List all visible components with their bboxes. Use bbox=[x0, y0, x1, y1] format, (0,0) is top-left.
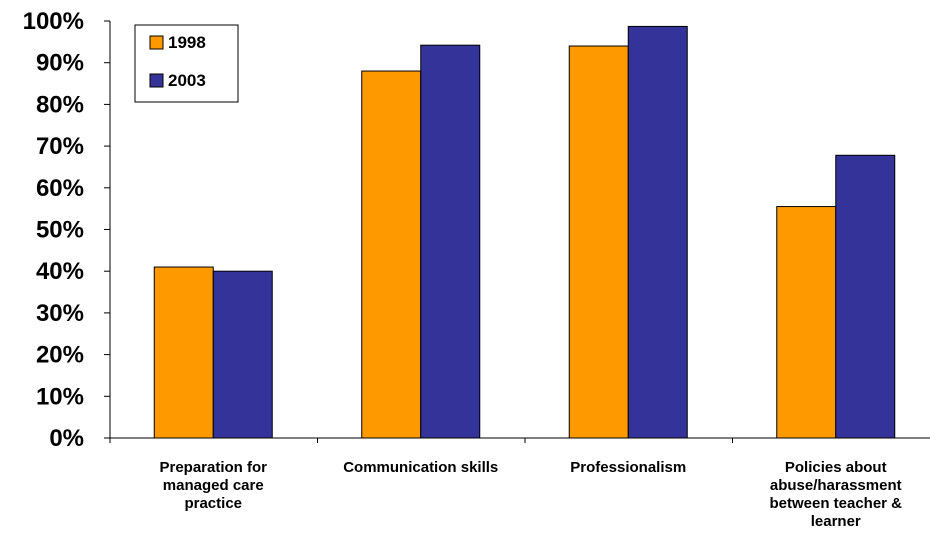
x-tick-label: Preparation for managed care practice bbox=[159, 459, 267, 512]
bar-2003-1 bbox=[421, 45, 480, 438]
bar-1998-0 bbox=[154, 267, 213, 438]
y-tick-label: 40% bbox=[36, 258, 84, 285]
x-axis: Preparation for managed care practice Commu… bbox=[110, 438, 930, 530]
bar-1998-1 bbox=[362, 71, 421, 438]
y-axis: 0% 10% 20% 30% 40% 50% 60% 70% 80% 90% 100% bbox=[23, 8, 110, 452]
y-tick-label: 10% bbox=[36, 383, 84, 410]
bar-1998-3 bbox=[777, 207, 836, 438]
bar-1998-2 bbox=[569, 46, 628, 438]
bar-2003-2 bbox=[628, 26, 687, 438]
x-tick-label: Policies about abuse/harassment between te… bbox=[769, 459, 902, 530]
legend-swatch-1998 bbox=[150, 36, 163, 49]
y-tick-label: 50% bbox=[36, 217, 84, 244]
y-tick-label: 70% bbox=[36, 133, 84, 160]
y-tick-label: 80% bbox=[36, 91, 84, 118]
y-tick-label: 0% bbox=[49, 425, 84, 452]
x-tick-label: Professionalism bbox=[570, 459, 686, 476]
y-tick-label: 60% bbox=[36, 175, 84, 202]
bars bbox=[154, 26, 895, 438]
legend-swatch-2003 bbox=[150, 74, 163, 87]
x-tick-label: Communication skills bbox=[343, 459, 498, 476]
y-tick-label: 90% bbox=[36, 50, 84, 77]
bar-2003-0 bbox=[213, 271, 272, 438]
y-tick-label: 30% bbox=[36, 300, 84, 327]
y-tick-label: 20% bbox=[36, 342, 84, 369]
legend-label-2003: 2003 bbox=[168, 71, 206, 90]
legend: 1998 2003 bbox=[135, 25, 238, 102]
y-tick-label: 100% bbox=[23, 8, 84, 35]
legend-label-1998: 1998 bbox=[168, 33, 206, 52]
bar-2003-3 bbox=[836, 155, 895, 438]
